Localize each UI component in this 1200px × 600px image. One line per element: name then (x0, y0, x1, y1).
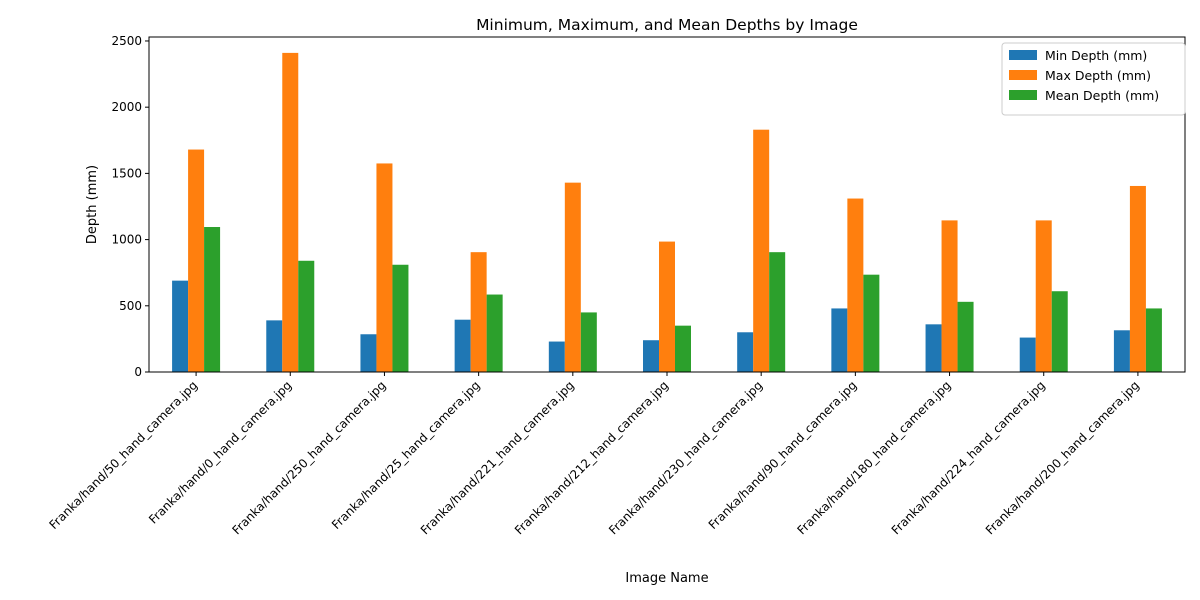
bar-series1-cat6 (753, 129, 770, 372)
bar-series2-cat8 (957, 301, 974, 372)
y-tick-label: 500 (119, 299, 142, 313)
plot-frame (148, 36, 1186, 373)
bar-series2-cat1 (298, 260, 315, 372)
bar-series0-cat1 (266, 320, 283, 372)
bar-series1-cat5 (659, 241, 675, 372)
bars-group (172, 52, 1162, 372)
bar-series1-cat10 (1129, 185, 1146, 372)
bar-series1-cat0 (188, 149, 205, 372)
legend: Min Depth (mm) Max Depth (mm) Mean Depth (… (1001, 42, 1186, 116)
x-tick-label: Franka/hand/200_hand_camera.jpg (983, 378, 1142, 537)
legend-label: Mean Depth (mm) (1045, 88, 1159, 103)
y-tick-label: 2500 (111, 34, 142, 48)
bar-series2-cat4 (580, 312, 597, 372)
chart-title: Minimum, Maximum, and Mean Depths by Ima… (476, 16, 858, 34)
bar-series1-cat1 (282, 52, 299, 372)
bar-series2-cat0 (204, 227, 221, 372)
bar-series0-cat8 (925, 324, 942, 372)
legend-swatch (1009, 90, 1037, 100)
bar-series0-cat5 (643, 340, 659, 372)
bar-series1-cat7 (847, 198, 864, 372)
bar-series1-cat9 (1035, 220, 1052, 372)
legend-swatch (1009, 70, 1037, 80)
x-tick-label: Franka/hand/221_hand_camera.jpg (418, 378, 577, 537)
bar-series2-cat7 (863, 274, 880, 372)
x-axis: Franka/hand/50_hand_camera.jpgFranka/han… (46, 372, 1142, 537)
bar-series0-cat0 (172, 280, 189, 372)
bar-series0-cat3 (454, 319, 471, 372)
legend-label: Min Depth (mm) (1045, 48, 1147, 63)
y-axis: 0 500 1000 1500 2000 2500 (111, 34, 149, 379)
x-tick-label: Franka/hand/180_hand_camera.jpg (795, 378, 954, 537)
x-tick-label: Franka/hand/230_hand_camera.jpg (606, 378, 765, 537)
bar-series0-cat7 (831, 308, 848, 372)
x-tick-label: Franka/hand/224_hand_camera.jpg (889, 378, 1048, 537)
legend-label: Max Depth (mm) (1045, 68, 1151, 83)
bar-series2-cat10 (1145, 308, 1162, 372)
bar-series2-cat9 (1051, 291, 1068, 372)
x-tick-label: Franka/hand/25_hand_camera.jpg (329, 378, 483, 532)
bar-series0-cat4 (548, 341, 565, 372)
bar-series1-cat3 (470, 252, 487, 372)
bar-series2-cat3 (486, 294, 503, 372)
bar-series1-cat2 (376, 163, 393, 372)
legend-frame (1001, 42, 1186, 116)
y-tick-label: 0 (134, 365, 142, 379)
y-axis-label: Depth (mm) (85, 165, 100, 244)
bar-series0-cat9 (1019, 337, 1036, 372)
x-tick-label: Franka/hand/50_hand_camera.jpg (46, 378, 200, 532)
legend-swatch (1009, 50, 1037, 60)
bar-series2-cat2 (392, 264, 409, 372)
x-tick-label: Franka/hand/212_hand_camera.jpg (512, 378, 671, 537)
x-tick-label: Franka/hand/90_hand_camera.jpg (706, 378, 860, 532)
y-tick-label: 1000 (111, 233, 142, 247)
bar-series2-cat6 (769, 252, 786, 372)
x-tick-label: Franka/hand/250_hand_camera.jpg (229, 378, 388, 537)
bar-series1-cat8 (941, 220, 958, 372)
y-tick-label: 2000 (111, 100, 142, 114)
bar-series0-cat6 (737, 332, 754, 372)
x-axis-label: Image Name (625, 571, 708, 586)
bar-series1-cat4 (564, 182, 581, 372)
bar-series0-cat2 (360, 334, 377, 372)
y-tick-label: 1500 (111, 166, 142, 180)
bar-series2-cat5 (675, 325, 691, 372)
bar-series0-cat10 (1113, 330, 1130, 372)
